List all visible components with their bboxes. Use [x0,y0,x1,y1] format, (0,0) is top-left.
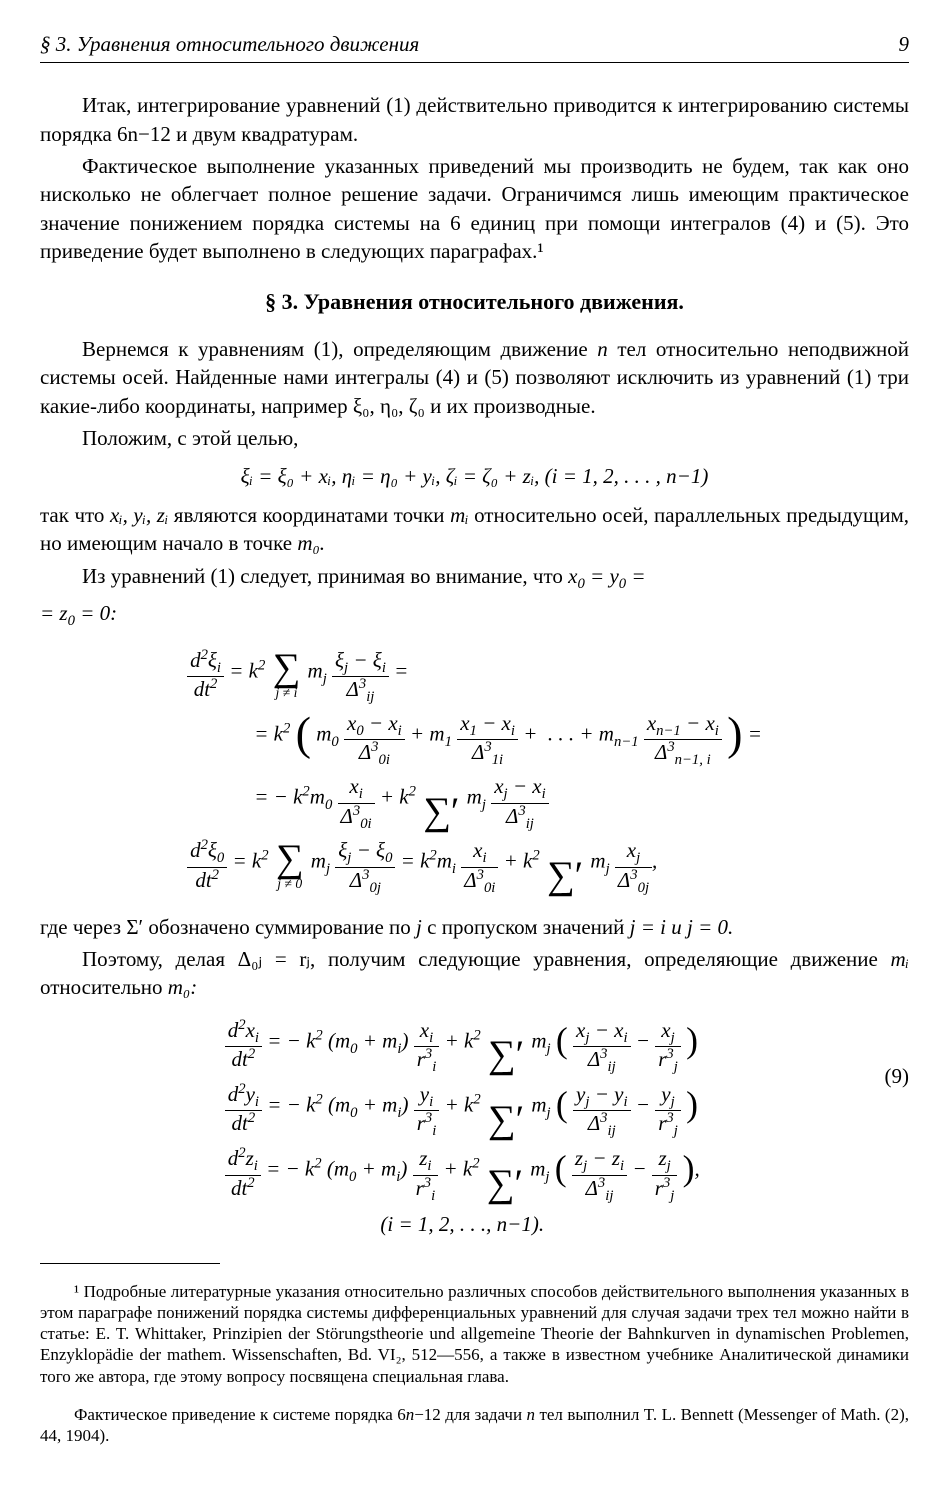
text: так что [40,503,110,527]
paragraph-8: Поэтому, делая Δ₀ⱼ = rⱼ, получим следующ… [40,945,909,1002]
text: −12 для задачи [414,1405,526,1424]
page-number: 9 [899,30,910,58]
text: Из уравнений (1) следует, принимая во вн… [82,564,568,588]
paragraph-1: Итак, интегрирование уравнений (1) дейст… [40,91,909,148]
index-range: (i = 1, 2, . . ., n−1). [380,1212,544,1236]
text: с пропуском значений [422,915,630,939]
ij-condition: j = i и j = 0. [630,915,734,939]
zeros-condition: x0 = y0 = [568,564,645,588]
footnote-1: ¹ Подробные литературные указания относи… [40,1281,909,1387]
text: где через Σ′ обозначено суммирование по [40,915,416,939]
paragraph-3: Вернемся к уравнениям (1), определяющим … [40,335,909,420]
paragraph-6b: = z0 = 0: [40,599,909,632]
var-m0: m₀. [297,531,325,555]
zeros-condition-cont: = z0 = 0: [40,601,117,625]
text: Поэтому, делая Δ₀ⱼ = rⱼ, получим следующ… [82,947,891,971]
var-mi: mᵢ [450,503,469,527]
text: являются координатами точки [168,503,450,527]
text: Вернемся к уравнениям (1), определяющим … [82,337,597,361]
paragraph-2: Фактическое выполнение указанных приведе… [40,152,909,265]
equation-substitution: ξᵢ = ξ₀ + xᵢ, ηᵢ = η₀ + yᵢ, ζᵢ = ζ₀ + zᵢ… [40,462,909,490]
var-n-fn: n [406,1405,415,1424]
var-n: n [597,337,608,361]
text: относительно [40,975,168,999]
equation-number: (9) [885,1062,910,1090]
running-header: § 3. Уравнения относительного движения 9 [40,30,909,63]
var-mi-2: mᵢ [891,947,910,971]
vars-xyz: xᵢ, yᵢ, zᵢ [110,503,168,527]
footnote-2: Фактическое приведение к системе порядка… [40,1404,909,1447]
math-line: ξᵢ = ξ₀ + xᵢ, ηᵢ = η₀ + yᵢ, ζᵢ = ζ₀ + zᵢ… [241,464,709,488]
text: Фактическое приведение к системе порядка… [74,1405,406,1424]
equation-derivation: d2ξidt2 = k2 ∑j ≠ i mj ξj − ξiΔ3ij = = k… [40,642,909,903]
var-m0-2: m₀: [168,975,197,999]
section-title: § 3. Уравнения относительного движения. [40,287,909,317]
paragraph-5: так что xᵢ, yᵢ, zᵢ являются координатами… [40,501,909,558]
equation-system-9: (9) d2xidt2 = − k2 (m0 + mi) xir3i + k2 … [40,1012,909,1245]
footnote-rule [40,1263,220,1264]
var-n-fn2: n [527,1405,536,1424]
paragraph-4: Положим, с этой целью, [40,424,909,452]
paragraph-6: Из уравнений (1) следует, принимая во вн… [40,562,909,595]
paragraph-7: где через Σ′ обозначено суммирование по … [40,913,909,941]
header-section-title: § 3. Уравнения относительного движения [40,30,419,58]
